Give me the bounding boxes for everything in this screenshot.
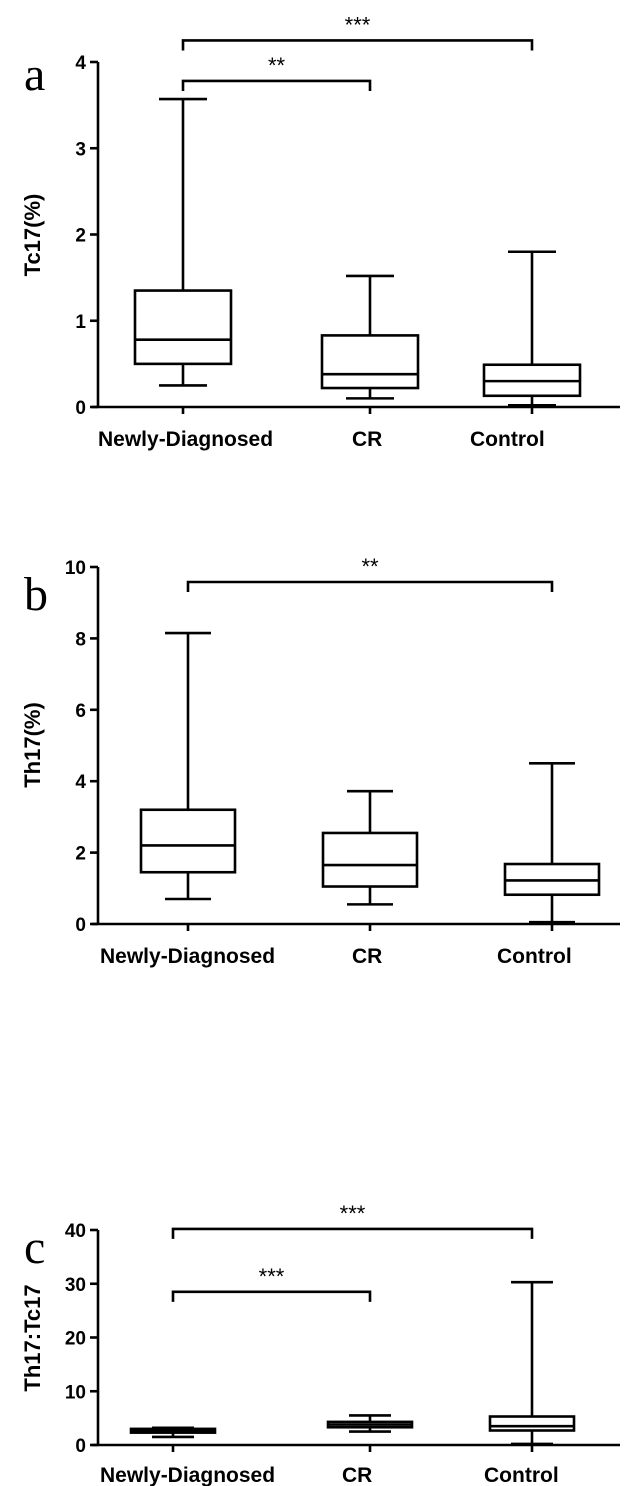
box-control [482, 250, 582, 407]
panel-b: b Th17(%) 0 2 4 6 8 10 Newly-Diagnosed CR Control *… [20, 554, 620, 968]
bracket-line [171, 1290, 372, 1302]
x-tick-label: Newly-Diagnosed [100, 945, 275, 968]
box-cr [326, 1414, 414, 1433]
box-iqr [320, 334, 420, 390]
y-tick-label: 30 [65, 1275, 86, 1296]
x-tick-label: CR [352, 428, 382, 451]
box-control [488, 1280, 576, 1446]
y-tick-label: 3 [75, 139, 86, 160]
significance-bracket: *** [171, 1264, 372, 1302]
box-newly-diagnosed [133, 97, 233, 387]
y-tick-label: 0 [75, 915, 86, 936]
y-axis-label: Th17:Tc17 [20, 1284, 45, 1391]
bracket-line [181, 79, 372, 91]
box-iqr [139, 808, 237, 874]
y-tick-label: 0 [75, 1436, 86, 1457]
significance-bracket: *** [171, 1201, 534, 1239]
y-axis-label: Th17(%) [20, 702, 45, 788]
y-tick-label: 2 [75, 844, 86, 865]
bracket-line [171, 1227, 534, 1239]
significance-bracket: *** [181, 12, 534, 51]
panel-letter: b [24, 568, 48, 621]
significance-bracket: ** [181, 53, 372, 91]
significance-label: ** [268, 53, 286, 78]
y-tick-label: 6 [75, 701, 86, 722]
box-cr [320, 274, 420, 400]
x-tick-label: Newly-Diagnosed [98, 428, 273, 451]
y-tick-label: 20 [65, 1329, 86, 1350]
box-control [503, 762, 601, 924]
x-tick-label: Control [470, 428, 545, 451]
x-tick-label: CR [352, 945, 382, 968]
x-tick-label: Newly-Diagnosed [100, 1464, 275, 1486]
panel-letter: a [24, 48, 45, 101]
y-tick-label: 1 [75, 312, 86, 333]
y-tick-label: 4 [75, 53, 86, 74]
box-cr [321, 789, 419, 906]
y-tick-label: 8 [75, 629, 86, 650]
y-tick-label: 40 [65, 1221, 86, 1242]
box-newly-diagnosed [129, 1426, 217, 1439]
significance-label: *** [340, 1201, 366, 1226]
panel-letter: c [24, 1221, 45, 1274]
y-tick-label: 0 [75, 398, 86, 419]
significance-label: *** [259, 1264, 285, 1289]
y-tick-label: 10 [65, 558, 86, 579]
x-tick-label: Control [484, 1464, 559, 1486]
y-axis-label: Tc17(%) [20, 194, 45, 277]
y-tick-label: 10 [65, 1382, 86, 1403]
box-iqr [133, 289, 233, 366]
box-newly-diagnosed [139, 631, 237, 901]
y-tick-label: 2 [75, 226, 86, 247]
significance-bracket: ** [186, 554, 554, 592]
panel-c: c Th17:Tc17 0 10 20 30 40 Newly-Diagnosed CR Cont… [20, 1201, 620, 1486]
significance-label: *** [345, 12, 371, 37]
y-tick-label: 4 [75, 772, 86, 793]
x-tick-label: Control [497, 945, 572, 968]
significance-label: ** [361, 554, 379, 579]
box-iqr [488, 1415, 576, 1432]
bracket-line [186, 580, 554, 592]
bracket-line [181, 39, 534, 51]
box-iqr [321, 831, 419, 888]
x-tick-label: CR [342, 1464, 372, 1486]
